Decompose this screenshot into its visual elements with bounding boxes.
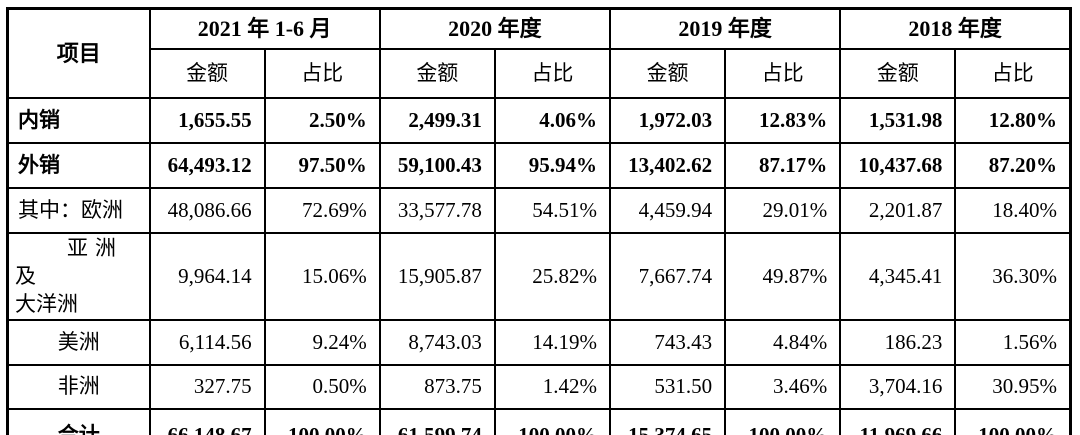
row-label: 其中：欧洲: [6, 186, 151, 234]
ratio-cell: 54.51%: [493, 186, 612, 234]
ratio-cell: 1.42%: [493, 363, 612, 410]
amount-cell: 59,100.43: [378, 141, 496, 189]
amount-cell: 9,964.14: [148, 231, 266, 321]
amount-cell: 15,905.87: [378, 231, 496, 321]
ratio-cell: 15.06%: [263, 231, 381, 321]
ratio-cell: 100.00%: [493, 407, 612, 435]
row-label: 美洲: [6, 318, 151, 366]
ratio-column-header: 占比: [493, 47, 612, 99]
amount-cell: 743.43: [608, 318, 727, 366]
amount-cell: 1,531.98: [839, 96, 957, 144]
row-label: 内销: [6, 96, 151, 144]
ratio-cell: 95.94%: [493, 141, 612, 189]
table-row-europe: 其中：欧洲 48,086.66 72.69% 33,577.78 54.51% 4,459…: [6, 186, 1072, 234]
amount-column-header: 金额: [378, 47, 496, 99]
ratio-cell: 0.50%: [263, 363, 381, 410]
ratio-cell: 25.82%: [493, 231, 612, 321]
table-header-period-row: 项目 2021 年 1-6 月 2020 年度 2019 年度 2018 年度: [6, 7, 1072, 99]
amount-cell: 4,459.94: [608, 186, 727, 234]
ratio-cell: 9.24%: [263, 318, 381, 366]
amount-cell: 66,148.67: [148, 407, 266, 435]
table-row-africa: 非洲 327.75 0.50% 873.75 1.42% 531.50 3.46% 3,704…: [6, 363, 1072, 410]
ratio-cell: 4.06%: [493, 96, 612, 144]
amount-column-header: 金额: [148, 47, 266, 99]
ratio-cell: 100.00%: [263, 407, 381, 435]
amount-cell: 64,493.12: [148, 141, 266, 189]
period-header-2018: 2018 年度: [839, 7, 1072, 50]
table-row-export: 外销 64,493.12 97.50% 59,100.43 95.94% 13,402.6…: [6, 141, 1072, 189]
table-row-domestic: 内销 1,655.55 2.50% 2,499.31 4.06% 1,972.03 12.8…: [6, 96, 1072, 144]
ratio-cell: 100.00%: [954, 407, 1072, 435]
amount-cell: 1,972.03: [608, 96, 727, 144]
amount-cell: 186.23: [839, 318, 957, 366]
amount-cell: 48,086.66: [148, 186, 266, 234]
row-label: 外销: [6, 141, 151, 189]
amount-cell: 4,345.41: [839, 231, 957, 321]
amount-cell: 327.75: [148, 363, 266, 410]
period-header-2019: 2019 年度: [608, 7, 842, 50]
ratio-cell: 100.00%: [724, 407, 842, 435]
ratio-column-header: 占比: [954, 47, 1072, 99]
ratio-cell: 49.87%: [724, 231, 842, 321]
ratio-cell: 14.19%: [493, 318, 612, 366]
ratio-cell: 12.83%: [724, 96, 842, 144]
amount-cell: 6,114.56: [148, 318, 266, 366]
period-header-2021h1: 2021 年 1-6 月: [148, 7, 381, 50]
ratio-cell: 3.46%: [724, 363, 842, 410]
ratio-cell: 2.50%: [263, 96, 381, 144]
row-label: 合计: [6, 407, 151, 435]
corner-header-item: 项目: [6, 7, 151, 99]
table-body: 内销 1,655.55 2.50% 2,499.31 4.06% 1,972.03 12.8…: [6, 96, 1072, 435]
amount-cell: 33,577.78: [378, 186, 496, 234]
amount-cell: 15,374.65: [608, 407, 727, 435]
ratio-cell: 87.17%: [724, 141, 842, 189]
amount-column-header: 金额: [839, 47, 957, 99]
amount-cell: 8,743.03: [378, 318, 496, 366]
amount-cell: 1,655.55: [148, 96, 266, 144]
ratio-cell: 29.01%: [724, 186, 842, 234]
sales-by-region-table: 项目 2021 年 1-6 月 2020 年度 2019 年度 2018 年度 …: [6, 7, 1072, 435]
row-label: 非洲: [6, 363, 151, 410]
amount-column-header: 金额: [608, 47, 727, 99]
ratio-cell: 97.50%: [263, 141, 381, 189]
amount-cell: 2,499.31: [378, 96, 496, 144]
amount-cell: 531.50: [608, 363, 727, 410]
ratio-cell: 12.80%: [954, 96, 1072, 144]
table-row-asia-oceania: 亚洲及 大洋洲 9,964.14 15.06% 15,905.87 25.82% 7,66…: [6, 231, 1072, 321]
period-header-2020: 2020 年度: [378, 7, 612, 50]
ratio-cell: 30.95%: [954, 363, 1072, 410]
ratio-cell: 72.69%: [263, 186, 381, 234]
amount-cell: 11,969.66: [839, 407, 957, 435]
ratio-cell: 18.40%: [954, 186, 1072, 234]
ratio-column-header: 占比: [724, 47, 842, 99]
ratio-cell: 4.84%: [724, 318, 842, 366]
amount-cell: 13,402.62: [608, 141, 727, 189]
amount-cell: 2,201.87: [839, 186, 957, 234]
amount-cell: 7,667.74: [608, 231, 727, 321]
amount-cell: 3,704.16: [839, 363, 957, 410]
amount-cell: 873.75: [378, 363, 496, 410]
row-label: 亚洲及 大洋洲: [6, 231, 151, 321]
amount-cell: 10,437.68: [839, 141, 957, 189]
ratio-column-header: 占比: [263, 47, 381, 99]
amount-cell: 61,599.74: [378, 407, 496, 435]
table-header-sub-row: 金额 占比 金额 占比 金额 占比 金额 占比: [8, 47, 1072, 99]
ratio-cell: 1.56%: [954, 318, 1072, 366]
table-row-total: 合计 66,148.67 100.00% 61,599.74 100.00% 15,374…: [6, 407, 1072, 435]
table-row-americas: 美洲 6,114.56 9.24% 8,743.03 14.19% 743.43 4.84%…: [6, 318, 1072, 366]
ratio-cell: 36.30%: [954, 231, 1072, 321]
ratio-cell: 87.20%: [954, 141, 1072, 189]
table-header: 项目 2021 年 1-6 月 2020 年度 2019 年度 2018 年度 …: [6, 7, 1072, 99]
